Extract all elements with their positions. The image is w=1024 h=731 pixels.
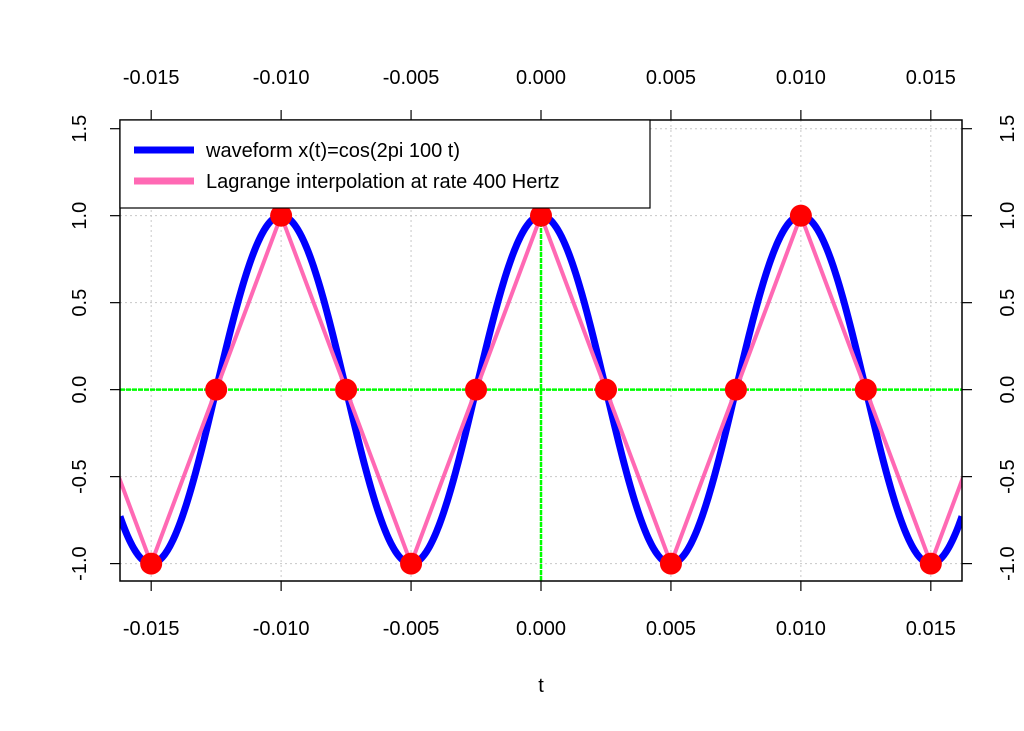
x-tick-label-top: -0.015 <box>123 67 180 89</box>
y-tick-label-left: 0.0 <box>69 376 91 404</box>
x-tick-label-top: 0.005 <box>646 67 696 89</box>
sample-point <box>205 378 228 401</box>
sample-point <box>270 204 293 227</box>
x-tick-label-top: 0.010 <box>776 67 826 89</box>
sample-point <box>335 378 358 401</box>
x-tick-label-bottom: -0.015 <box>123 618 180 640</box>
x-tick-label-bottom: -0.010 <box>253 618 310 640</box>
x-tick-label-top: -0.010 <box>253 67 310 89</box>
y-tick-label-left: -0.5 <box>69 459 91 493</box>
x-tick-label-bottom: 0.015 <box>906 618 956 640</box>
y-tick-label-left: 0.5 <box>69 289 91 317</box>
y-tick-label-left: 1.0 <box>69 202 91 230</box>
sample-point <box>400 552 423 575</box>
y-tick-label-right: 1.0 <box>997 202 1019 230</box>
sample-point <box>140 552 163 575</box>
y-tick-label-right: 0.0 <box>997 376 1019 404</box>
legend: waveform x(t)=cos(2pi 100 t) Lagrange int… <box>119 119 651 209</box>
x-tick-label-bottom: 0.000 <box>516 618 566 640</box>
y-tick-label-right: 1.5 <box>997 115 1019 143</box>
x-tick-label-top: 0.015 <box>906 67 956 89</box>
sample-point <box>854 378 877 401</box>
sample-point <box>919 552 942 575</box>
x-tick-label-top: 0.000 <box>516 67 566 89</box>
sample-point <box>724 378 747 401</box>
sample-point <box>659 552 682 575</box>
y-tick-label-right: 0.5 <box>997 289 1019 317</box>
x-tick-label-top: -0.005 <box>383 67 440 89</box>
sample-point <box>465 378 488 401</box>
x-tick-label-bottom: -0.005 <box>383 618 440 640</box>
sample-point <box>594 378 617 401</box>
sample-point <box>789 204 812 227</box>
x-tick-label-bottom: 0.005 <box>646 618 696 640</box>
y-tick-label-right: -0.5 <box>997 459 1019 493</box>
y-tick-label-left: -1.0 <box>69 546 91 580</box>
sample-point <box>530 204 552 227</box>
axes: -0.015-0.015-0.010-0.010-0.005-0.0050.00… <box>69 67 1019 640</box>
y-tick-label-left: 1.5 <box>69 115 91 143</box>
y-tick-label-right: -1.0 <box>997 546 1019 580</box>
x-tick-label-bottom: 0.010 <box>776 618 826 640</box>
legend-label: Lagrange interpolation at rate 400 Hertz <box>206 171 560 193</box>
x-axis-title: t <box>538 675 544 697</box>
legend-box <box>119 119 651 209</box>
legend-label: waveform x(t)=cos(2pi 100 t) <box>205 140 460 162</box>
series-layer <box>120 204 962 575</box>
